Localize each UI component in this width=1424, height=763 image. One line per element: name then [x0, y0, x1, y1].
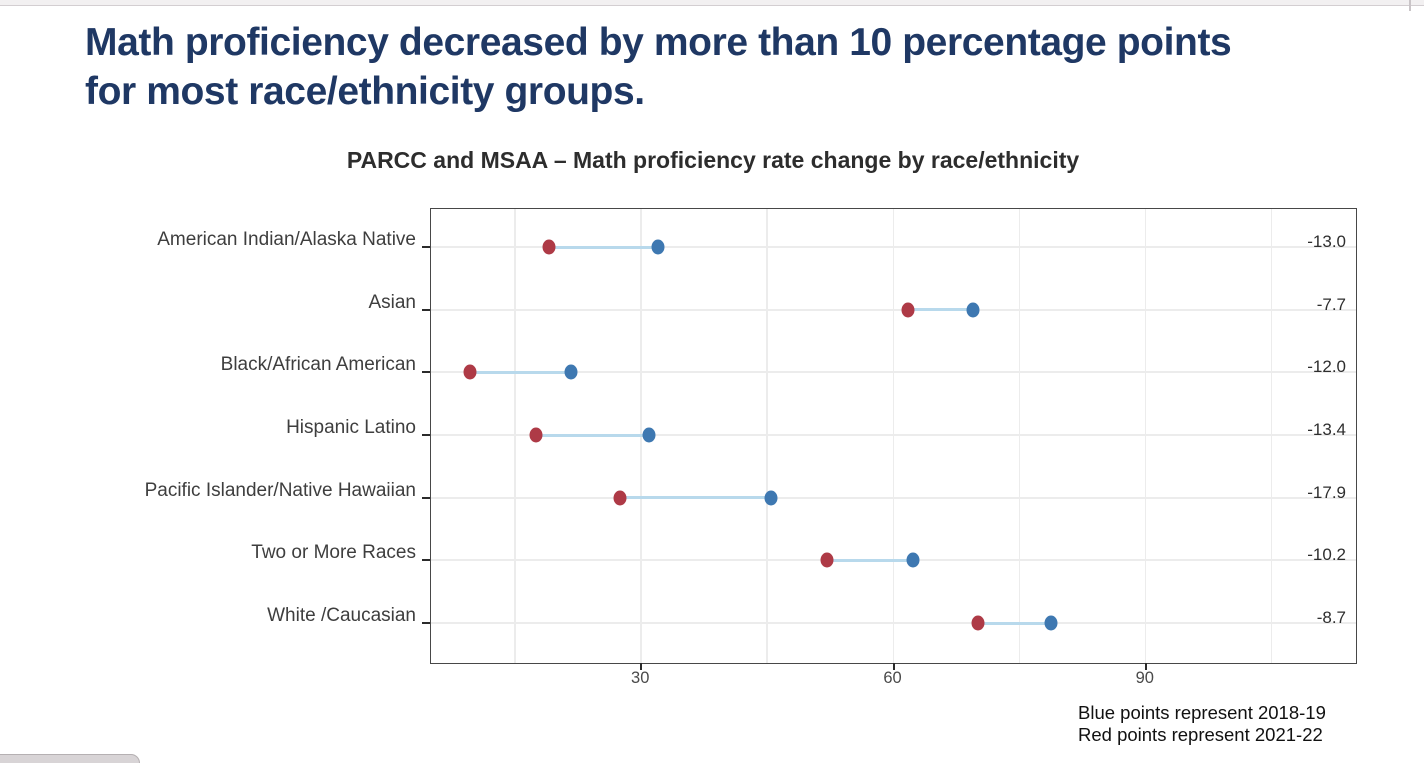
window-top-edge-mark [1409, 0, 1411, 11]
red-point-2021-22 [542, 239, 556, 255]
vertical-gridline [1018, 209, 1021, 663]
change-value-label: -7.7 [1316, 294, 1346, 314]
blue-point-2018-19 [966, 302, 980, 318]
dumbbell-connector [977, 621, 1051, 625]
blue-point-2018-19 [906, 552, 920, 568]
change-value-label: -13.4 [1307, 420, 1346, 439]
bottom-left-ui-fragment [0, 754, 140, 763]
change-value-label: -8.7 [1316, 608, 1346, 627]
red-point-2021-22 [529, 427, 543, 443]
blue-point-2018-19 [764, 490, 778, 506]
slide-headline: Math proficiency decreased by more than … [85, 21, 1232, 113]
y-axis-tick [422, 434, 430, 436]
blue-point-2018-19 [1044, 615, 1058, 631]
dumbbell-connector [548, 245, 659, 249]
row-gridline [431, 308, 1356, 311]
row-gridline [431, 371, 1356, 374]
vertical-gridline [766, 209, 768, 663]
change-value-label: -17.9 [1307, 482, 1346, 502]
change-value-label: -10.2 [1307, 545, 1346, 565]
dumbbell-connector [469, 370, 571, 374]
y-axis-labels: American Indian/Alaska Native Asian Black/… [0, 208, 416, 662]
dumbbell-connector [907, 308, 973, 312]
red-point-2021-22 [463, 364, 477, 380]
category-label: Two or More Races [251, 542, 416, 564]
y-axis-tick [422, 622, 430, 624]
category-label: Pacific Islander/Native Hawaiian [144, 479, 416, 501]
x-axis: 30 60 90 [430, 669, 1355, 695]
chart-title: PARCC and MSAA – Math proficiency rate c… [346, 147, 1080, 173]
category-label: Hispanic Latino [286, 417, 416, 438]
row-gridline [431, 496, 1356, 499]
row-gridline [431, 622, 1356, 624]
vertical-gridline [892, 209, 894, 663]
change-value-label: -13.0 [1307, 232, 1346, 251]
x-axis-tick [892, 663, 895, 670]
change-value-label: -12.0 [1307, 357, 1346, 377]
row-gridline [431, 434, 1356, 436]
red-point-2021-22 [820, 552, 834, 568]
legend-caption: Blue points represent 2018-19 Red points… [1078, 702, 1326, 746]
vertical-gridline [514, 209, 516, 663]
category-label: American Indian/Alaska Native [157, 229, 416, 250]
y-axis-tick [422, 308, 430, 311]
dumbbell-connector [827, 558, 913, 562]
category-label: Black/African American [220, 354, 416, 376]
red-point-2021-22 [971, 615, 985, 631]
legend-blue-note: Blue points represent 2018-19 [1078, 702, 1326, 723]
blue-point-2018-19 [564, 364, 578, 380]
y-axis-tick [422, 496, 430, 499]
y-axis-tick [422, 371, 430, 374]
x-tick-label: 60 [883, 669, 902, 687]
red-point-2021-22 [613, 490, 627, 506]
y-axis-tick [422, 246, 430, 248]
y-axis-tick [422, 559, 430, 562]
row-gridline [431, 246, 1356, 248]
x-tick-label: 30 [631, 669, 650, 687]
dumbbell-connector [536, 433, 649, 437]
vertical-gridline [1144, 209, 1147, 663]
vertical-gridline [1270, 209, 1273, 663]
x-axis-tick [1144, 663, 1147, 670]
x-axis-tick [640, 663, 643, 670]
category-label: White /Caucasian [267, 605, 416, 626]
category-label: Asian [368, 291, 416, 313]
red-point-2021-22 [901, 302, 915, 318]
x-tick-label: 90 [1135, 669, 1154, 687]
plot-panel: -13.0 -7.7 -12.0 -13.4 -17.9 -10.2 -8.7 [422, 208, 1357, 670]
dumbbell-connector [620, 496, 771, 500]
legend-red-note: Red points represent 2021-22 [1078, 724, 1323, 745]
blue-point-2018-19 [642, 427, 656, 443]
blue-point-2018-19 [651, 239, 665, 255]
window-top-strip [0, 0, 1424, 6]
